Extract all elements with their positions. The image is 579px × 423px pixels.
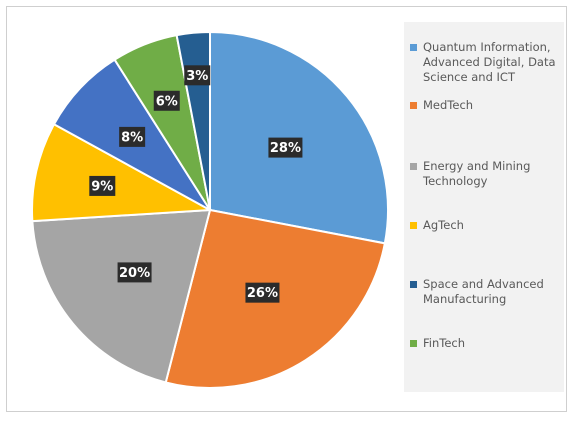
legend-label: Space and Advanced Manufacturing bbox=[423, 277, 544, 306]
data-label-box bbox=[119, 126, 146, 147]
legend-item-medtech: MedTech bbox=[410, 98, 473, 113]
data-label-text: 3% bbox=[186, 69, 208, 84]
legend-swatch bbox=[410, 281, 417, 288]
data-label-text: 28% bbox=[270, 141, 301, 156]
data-label-energy-mining: 20% bbox=[117, 262, 152, 283]
legend-label: AgTech bbox=[423, 218, 464, 232]
data-label-unlabeled: 3% bbox=[184, 65, 211, 86]
data-label-box bbox=[184, 65, 211, 86]
legend-label: Quantum Information, Advanced Digital, D… bbox=[423, 40, 556, 84]
legend-swatch bbox=[410, 340, 417, 347]
legend-item-space-manufacturing: Space and Advanced Manufacturing bbox=[410, 277, 560, 307]
data-label-quantum-ict: 28% bbox=[268, 137, 303, 158]
legend-item-energy-mining: Energy and Mining Technology bbox=[410, 159, 560, 189]
data-label-text: 8% bbox=[121, 130, 143, 145]
data-label-agtech: 9% bbox=[89, 175, 116, 196]
data-label-text: 9% bbox=[91, 179, 113, 194]
pie-slice-energy-mining bbox=[31, 208, 212, 384]
data-label-box bbox=[245, 282, 280, 303]
data-label-space-manufacturing: 8% bbox=[119, 126, 146, 147]
legend-swatch bbox=[410, 44, 417, 51]
legend-panel bbox=[404, 22, 564, 392]
legend-item-quantum-ict: Quantum Information, Advanced Digital, D… bbox=[410, 40, 560, 85]
legend-swatch bbox=[410, 102, 417, 109]
pie-slice-agtech bbox=[31, 122, 214, 223]
data-label-box bbox=[268, 137, 303, 158]
legend-item-fintech: FinTech bbox=[410, 336, 465, 351]
legend-swatch bbox=[410, 163, 417, 170]
data-label-box bbox=[117, 262, 152, 283]
data-label-text: 20% bbox=[119, 266, 150, 281]
data-label-box bbox=[89, 175, 116, 196]
data-label-text: 26% bbox=[247, 286, 278, 301]
data-label-text: 6% bbox=[156, 94, 178, 109]
data-label-fintech: 6% bbox=[153, 90, 180, 111]
data-label-medtech: 26% bbox=[245, 282, 280, 303]
legend-label: MedTech bbox=[423, 98, 474, 112]
legend-swatch bbox=[410, 222, 417, 229]
legend-item-agtech: AgTech bbox=[410, 218, 464, 233]
data-label-box bbox=[153, 90, 180, 111]
legend-label: Energy and Mining Technology bbox=[423, 159, 531, 188]
legend-label: FinTech bbox=[423, 336, 466, 350]
